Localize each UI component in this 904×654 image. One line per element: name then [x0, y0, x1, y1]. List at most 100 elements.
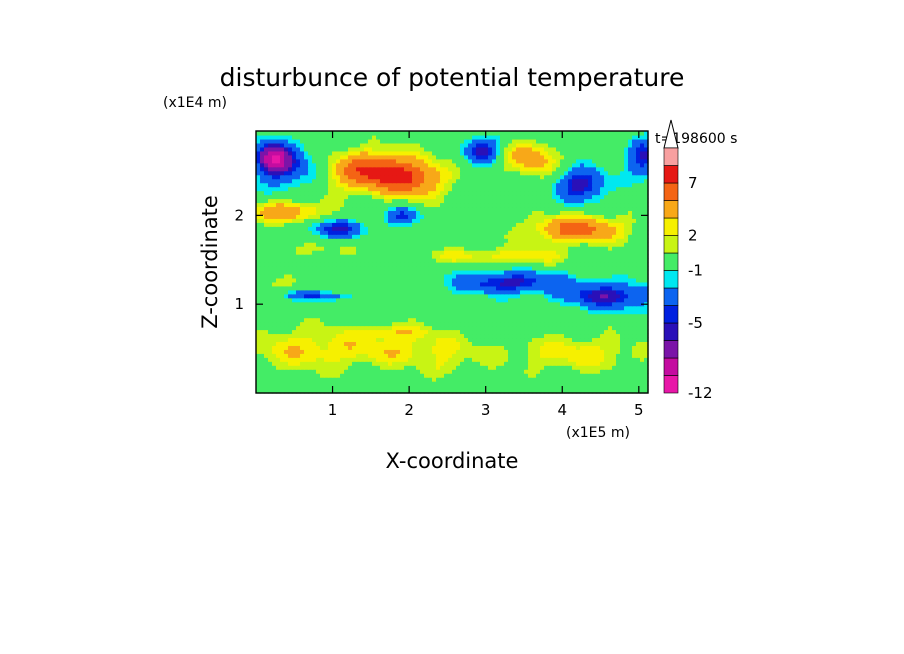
- heatmap-cell: [532, 357, 537, 362]
- heatmap-cell: [304, 206, 309, 211]
- heatmap-cell: [580, 305, 585, 311]
- heatmap-cell: [624, 246, 629, 251]
- heatmap-cell: [288, 262, 293, 267]
- heatmap-cell: [440, 265, 445, 271]
- heatmap-cell: [484, 305, 489, 311]
- heatmap-cell: [456, 250, 461, 255]
- heatmap-cell: [516, 333, 521, 339]
- heatmap-cell: [496, 357, 501, 362]
- heatmap-cell: [268, 341, 273, 346]
- heatmap-cell: [608, 381, 613, 386]
- heatmap-cell: [528, 246, 533, 251]
- heatmap-cell: [488, 258, 493, 263]
- heatmap-cell: [356, 353, 361, 358]
- heatmap-cell: [484, 226, 489, 231]
- heatmap-cell: [356, 234, 361, 239]
- heatmap-cell: [620, 242, 625, 247]
- heatmap-cell: [460, 293, 465, 299]
- heatmap-cell: [368, 293, 373, 299]
- heatmap-cell: [296, 389, 301, 394]
- heatmap-cell: [324, 214, 329, 219]
- heatmap-cell: [608, 377, 613, 382]
- heatmap-cell: [400, 206, 405, 211]
- heatmap-cell: [548, 321, 553, 327]
- heatmap-cell: [536, 381, 541, 386]
- heatmap-cell: [428, 321, 433, 327]
- heatmap-cell: [376, 373, 381, 378]
- heatmap-cell: [324, 210, 329, 215]
- heatmap-cell: [348, 258, 353, 263]
- heatmap-cell: [528, 309, 533, 315]
- heatmap-cell: [508, 361, 513, 366]
- heatmap-cell: [408, 329, 413, 335]
- heatmap-cell: [432, 246, 437, 251]
- heatmap-cell: [568, 250, 573, 255]
- heatmap-cell: [456, 269, 461, 275]
- heatmap-cell: [268, 389, 273, 394]
- heatmap-cell: [304, 345, 309, 350]
- heatmap-cell: [324, 254, 329, 259]
- heatmap-cell: [260, 373, 265, 378]
- heatmap-cell: [316, 269, 321, 275]
- heatmap-cell: [604, 285, 609, 291]
- heatmap-cell: [436, 309, 441, 315]
- heatmap-cell: [448, 230, 453, 235]
- heatmap-cell: [608, 234, 613, 239]
- heatmap-cell: [344, 317, 349, 323]
- heatmap-cell: [352, 277, 357, 283]
- heatmap-cell: [620, 194, 625, 200]
- heatmap-cell: [272, 381, 277, 386]
- heatmap-cell: [440, 194, 445, 200]
- heatmap-cell: [448, 238, 453, 243]
- heatmap-cell: [400, 198, 405, 204]
- heatmap-cell: [632, 337, 637, 342]
- heatmap-cell: [528, 377, 533, 382]
- heatmap-cell: [436, 369, 441, 374]
- heatmap-cell: [584, 313, 589, 319]
- heatmap-cell: [352, 289, 357, 295]
- heatmap-cell: [556, 273, 561, 279]
- heatmap-cell: [560, 242, 565, 247]
- heatmap-cell: [436, 258, 441, 263]
- heatmap-cell: [528, 385, 533, 390]
- heatmap-cell: [284, 258, 289, 263]
- heatmap-cell: [268, 277, 273, 283]
- heatmap-cell: [260, 198, 265, 204]
- heatmap-cell: [304, 226, 309, 231]
- heatmap-cell: [352, 230, 357, 235]
- heatmap-cell: [376, 277, 381, 283]
- heatmap-cell: [436, 297, 441, 303]
- heatmap-cell: [572, 210, 577, 215]
- heatmap-cell: [516, 226, 521, 231]
- heatmap-cell: [264, 325, 269, 331]
- heatmap-cell: [400, 214, 405, 219]
- heatmap-cell: [340, 289, 345, 295]
- heatmap-cell: [396, 246, 401, 251]
- heatmap-cell: [304, 357, 309, 362]
- heatmap-cell: [608, 289, 613, 295]
- heatmap-cell: [292, 265, 297, 271]
- heatmap-cell: [396, 265, 401, 271]
- heatmap-cell: [296, 317, 301, 323]
- heatmap-cell: [476, 281, 481, 287]
- heatmap-cell: [552, 353, 557, 358]
- heatmap-cell: [356, 289, 361, 295]
- heatmap-cell: [348, 206, 353, 211]
- heatmap-cell: [420, 369, 425, 374]
- heatmap-cell: [300, 285, 305, 291]
- heatmap-cell: [528, 194, 533, 200]
- heatmap-cell: [352, 361, 357, 366]
- heatmap-cell: [364, 210, 369, 215]
- heatmap-cell: [440, 385, 445, 390]
- heatmap-cell: [264, 321, 269, 327]
- heatmap-cell: [324, 230, 329, 235]
- heatmap-cell: [596, 269, 601, 275]
- heatmap-cell: [576, 273, 581, 279]
- heatmap-cell: [612, 317, 617, 323]
- heatmap-cell: [440, 289, 445, 295]
- heatmap-cell: [284, 238, 289, 243]
- heatmap-cell: [368, 309, 373, 315]
- heatmap-cell: [488, 214, 493, 219]
- heatmap-cell: [280, 218, 285, 223]
- heatmap-cell: [280, 305, 285, 311]
